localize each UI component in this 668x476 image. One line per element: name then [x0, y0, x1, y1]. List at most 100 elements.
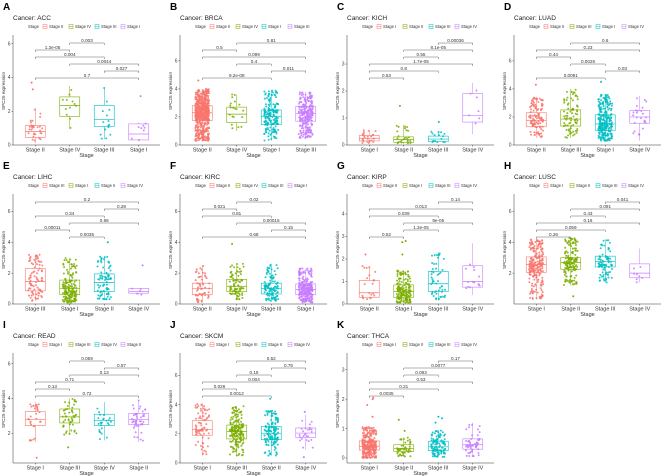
data-point [203, 130, 206, 133]
legend-item: Stage III [287, 24, 310, 29]
bracket-line [369, 77, 404, 80]
data-point [533, 97, 536, 100]
data-point [275, 282, 278, 285]
data-point [267, 284, 270, 287]
data-point [571, 112, 574, 115]
data-point [367, 141, 370, 144]
data-point [533, 290, 536, 293]
data-point [563, 115, 566, 118]
data-point [62, 424, 65, 427]
data-point [267, 433, 270, 436]
data-point [276, 291, 279, 294]
y-tick-label: 4 [175, 87, 178, 93]
data-point [201, 429, 204, 432]
box-group [462, 82, 484, 135]
data-point [570, 266, 573, 269]
data-point [73, 403, 76, 406]
data-point [570, 124, 573, 127]
data-point [435, 267, 438, 270]
data-point [298, 108, 301, 111]
data-point [310, 430, 313, 433]
data-point [303, 116, 306, 119]
data-point [399, 291, 402, 294]
data-point [297, 110, 300, 113]
data-point [535, 257, 538, 260]
legend-label: Stage III [49, 183, 65, 188]
p-value-label: 9e-05 [432, 218, 444, 223]
comparison-bracket: 0.72 [35, 391, 139, 398]
data-point [268, 119, 271, 122]
bracket-line [236, 201, 272, 204]
data-point [400, 273, 403, 276]
comparison-bracket: 0.16 [536, 218, 640, 225]
data-point [431, 290, 434, 293]
data-point [299, 439, 302, 442]
data-point [430, 130, 433, 133]
data-point [273, 440, 276, 443]
comparison-bracket: 1.3e-05 [35, 45, 70, 52]
y-tick-label: 0 [175, 302, 178, 308]
box-group [128, 264, 150, 296]
data-point [600, 99, 603, 102]
data-point [311, 280, 314, 283]
outlier-point [269, 397, 272, 400]
data-point [361, 294, 364, 297]
data-point [38, 267, 41, 270]
p-value-label: 0.55 [417, 52, 426, 57]
data-point [73, 103, 76, 106]
data-point [367, 431, 370, 434]
data-point [231, 274, 234, 277]
bracket-line [236, 360, 306, 363]
data-point [198, 128, 201, 131]
data-point [372, 446, 375, 449]
data-point [604, 98, 607, 101]
data-point [569, 275, 572, 278]
data-point [237, 454, 240, 457]
data-point [308, 286, 311, 289]
comparison-bracket: 0.43 [570, 211, 606, 218]
data-point [368, 274, 371, 277]
data-point [536, 269, 539, 272]
data-point [275, 292, 278, 295]
box-group [358, 396, 380, 459]
data-point [609, 102, 612, 105]
data-point [34, 437, 37, 440]
outlier-point [197, 79, 200, 82]
data-point [369, 456, 372, 459]
data-point [607, 247, 610, 250]
data-point [103, 298, 106, 301]
y-tick-label: 2 [8, 271, 11, 277]
data-point [438, 252, 441, 255]
comparison-bracket: 0.55 [403, 52, 439, 59]
data-point [363, 447, 366, 450]
outlier-point [572, 295, 575, 298]
data-point [196, 110, 199, 113]
data-point [234, 279, 237, 282]
data-point [300, 94, 303, 97]
data-point [611, 102, 614, 105]
data-point [197, 139, 200, 142]
bracket-line [271, 229, 306, 232]
data-point [195, 132, 198, 135]
data-point [64, 284, 67, 287]
data-point [231, 290, 234, 293]
data-point [537, 270, 540, 273]
data-point [208, 282, 211, 285]
data-point [68, 432, 71, 435]
data-point [232, 450, 235, 453]
y-tick-label: 4 [175, 402, 178, 408]
p-value-label: 0.14 [451, 197, 460, 202]
data-point [103, 414, 106, 417]
box-group [226, 242, 248, 301]
data-point [198, 117, 201, 120]
data-point [535, 288, 538, 291]
data-point [229, 102, 232, 105]
data-point [432, 271, 435, 274]
data-point [204, 294, 207, 297]
legend-label: Stage III [242, 342, 258, 347]
data-point [606, 116, 609, 119]
data-point [107, 119, 110, 122]
data-point [71, 398, 74, 401]
y-tick-label: 4 [175, 240, 178, 246]
data-point [267, 435, 270, 438]
